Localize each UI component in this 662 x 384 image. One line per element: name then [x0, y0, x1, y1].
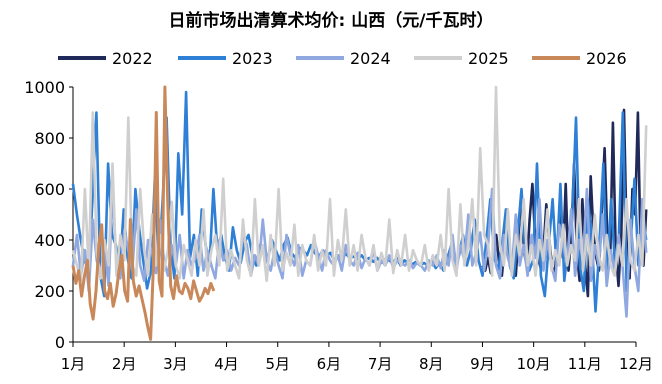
x-tick-label: 5月 — [265, 355, 290, 373]
x-tick-label: 9月 — [470, 355, 495, 373]
legend-item-2024: 2024 — [296, 49, 391, 68]
x-tick-label: 7月 — [368, 355, 393, 373]
legend-item-2022: 2022 — [58, 49, 153, 68]
legend-item-2025: 2025 — [414, 49, 509, 68]
y-tick-label: 200 — [34, 282, 65, 301]
x-tick-label: 2月 — [112, 355, 137, 373]
axes: 0 200 400 600 800 1000 1月 2月 3月 4月 5月 6月 7月 8月 9月 10月 11… — [24, 78, 653, 373]
chart-title: 日前市场出清算术均价: 山西（元/千瓦时） — [169, 10, 494, 31]
x-tick-label: 3月 — [163, 355, 188, 373]
series-line-2026 — [71, 85, 216, 341]
y-tick-label: 1000 — [24, 78, 65, 97]
legend-label: 2022 — [112, 49, 153, 68]
legend-label: 2026 — [586, 49, 627, 68]
y-tick-label: 400 — [34, 231, 65, 250]
x-tick-label: 11月 — [568, 355, 602, 373]
x-tick-label: 8月 — [419, 355, 444, 373]
x-tick-label: 10月 — [517, 355, 551, 373]
legend-item-2023: 2023 — [178, 49, 273, 68]
x-tick-label: 6月 — [317, 355, 342, 373]
x-tick-label: 12月 — [619, 355, 653, 373]
legend-label: 2025 — [468, 49, 509, 68]
legend-item-2026: 2026 — [532, 49, 627, 68]
y-tick-label: 800 — [34, 129, 65, 148]
x-tick-label: 4月 — [214, 355, 239, 373]
y-tick-label: 0 — [55, 333, 65, 352]
legend-label: 2024 — [350, 49, 391, 68]
y-tick-label: 600 — [34, 180, 65, 199]
x-tick-label: 1月 — [61, 355, 86, 373]
series-layer — [71, 85, 648, 341]
legend: 2022 2023 2024 2025 2026 — [58, 49, 627, 68]
legend-label: 2023 — [232, 49, 273, 68]
